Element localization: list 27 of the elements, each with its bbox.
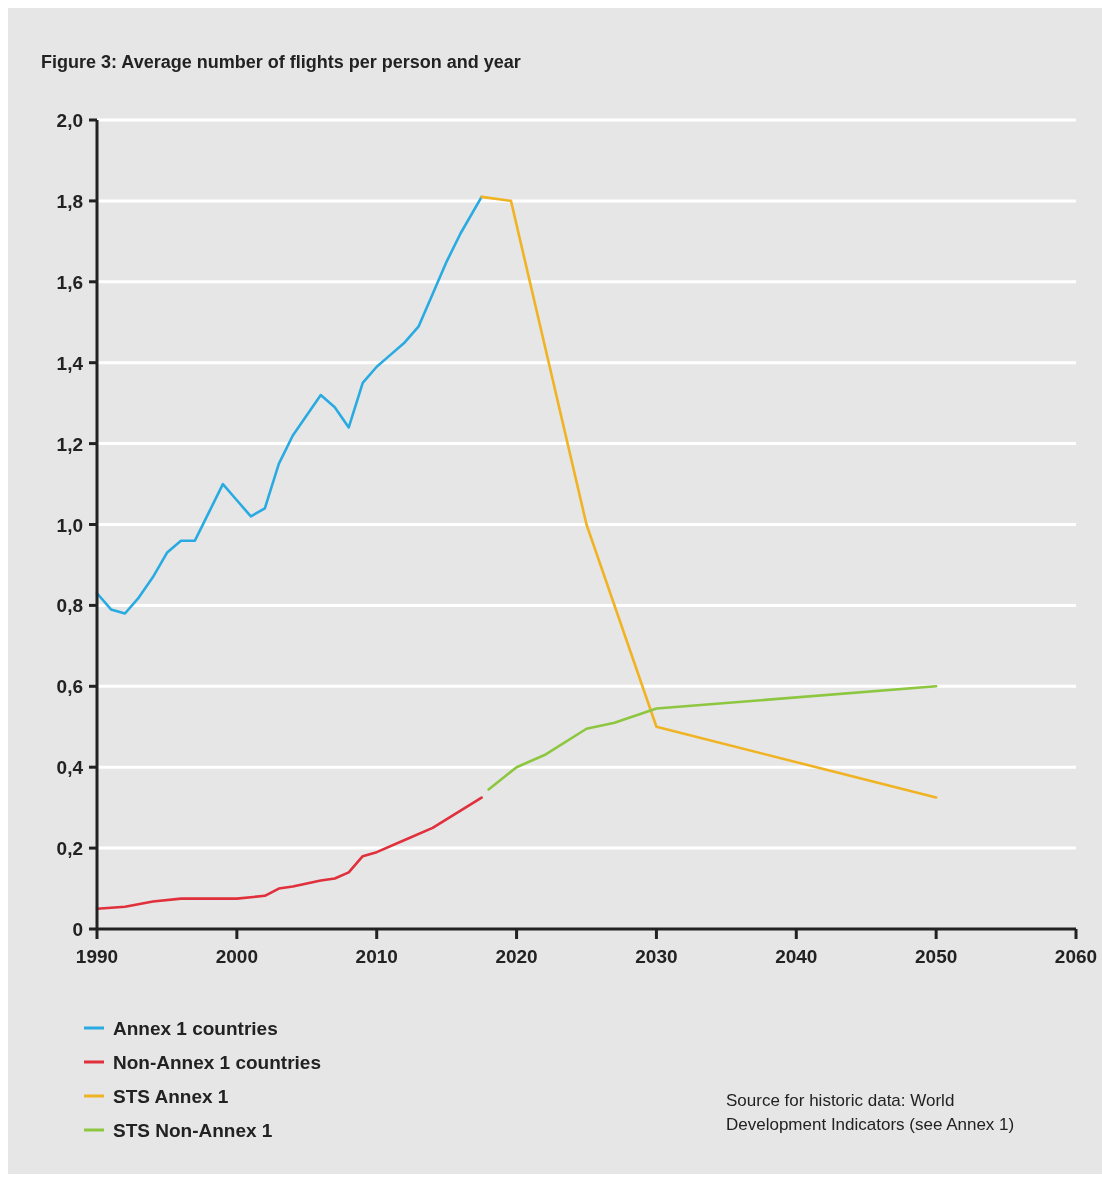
y-tick-label: 0,2 [56,838,83,860]
x-tick-label: 2030 [635,946,678,967]
source-note: Source for historic data: World Development Indicators (see Annex 1) [726,1091,1015,1134]
y-tick-label: 2,0 [56,110,83,131]
chart-title: Figure 3: Average number of flights per person and year [41,52,521,72]
y-tick-label: 0 [72,919,83,940]
y-tick-label: 0,6 [56,676,83,698]
y-tick-label: 0,8 [56,595,83,617]
x-tick-label: 2000 [215,946,258,967]
y-tick-label: 1,2 [56,433,83,455]
x-tick-label: 1990 [75,946,119,967]
x-tick-label: 2060 [1054,946,1098,967]
line-series [480,195,938,799]
legend-label: STS Non-Annex 1 [113,1120,273,1141]
y-tick-label: 1,4 [56,352,84,374]
x-tick-label: 2010 [355,946,398,967]
legend-label: Annex 1 countries [113,1018,278,1039]
line-series [487,685,938,791]
legend-label: STS Annex 1 [113,1086,229,1107]
legend-label: Non-Annex 1 countries [113,1052,321,1073]
x-tick-label: 2020 [495,946,538,967]
y-tick-label: 1,8 [56,190,83,212]
x-tick-label: 2040 [775,946,818,967]
y-tick-label: 0,4 [56,757,84,779]
y-tick-label: 1,0 [56,514,83,536]
y-tick-label: 1,6 [56,271,83,293]
x-tick-label: 2050 [915,946,958,967]
